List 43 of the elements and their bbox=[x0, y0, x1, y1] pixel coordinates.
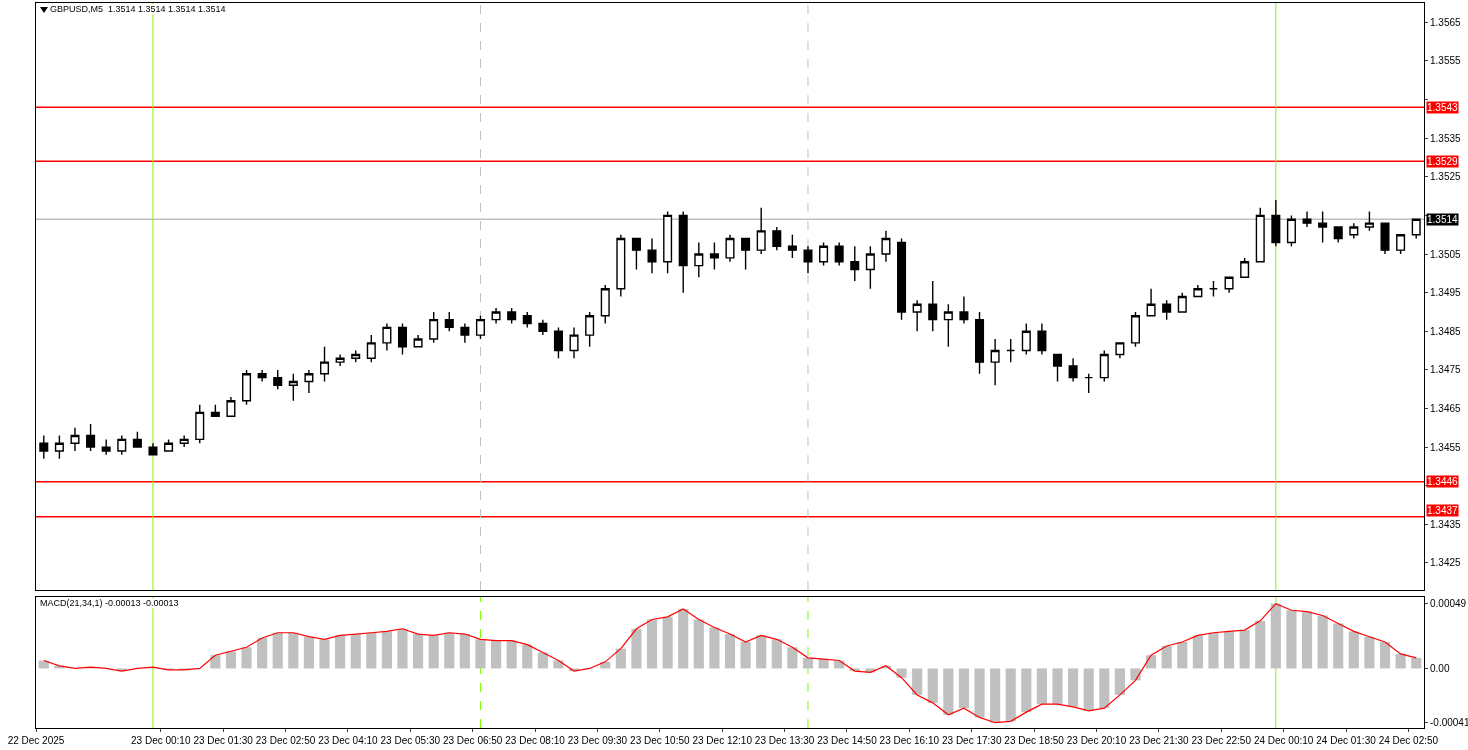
y-tick-label: 1.3535 bbox=[1430, 132, 1462, 144]
x-tick-label: 23 Dec 22:50 bbox=[1191, 735, 1252, 746]
chart-title: GBPUSD,M5 1.3514 1.3514 1.3514 1.3514 bbox=[50, 4, 226, 15]
y-tick-label: 1.3485 bbox=[1430, 325, 1462, 337]
y-tick-label: 1.3495 bbox=[1430, 287, 1462, 299]
x-tick-label: 23 Dec 20:10 bbox=[1066, 735, 1127, 746]
x-tick-label: 23 Dec 09:30 bbox=[567, 735, 628, 746]
x-tick-label: 23 Dec 05:30 bbox=[380, 735, 441, 746]
ref-line-label: 1.3437 bbox=[1427, 505, 1459, 516]
x-tick-label: 23 Dec 18:50 bbox=[1004, 735, 1065, 746]
x-tick-label: 23 Dec 13:30 bbox=[754, 735, 815, 746]
y-tick-label: 1.3565 bbox=[1430, 16, 1462, 28]
x-tick-label: 23 Dec 06:50 bbox=[442, 735, 503, 746]
x-tick-label: 23 Dec 12:10 bbox=[692, 735, 753, 746]
x-tick-label: 23 Dec 17:30 bbox=[941, 735, 1002, 746]
y-tick-label: 0.00049 bbox=[1430, 598, 1467, 610]
y-tick-label: 1.3525 bbox=[1430, 171, 1462, 183]
x-tick-label: 23 Dec 10:50 bbox=[630, 735, 690, 746]
chart-title: MACD(21,34,1) -0.00013 -0.00013 bbox=[40, 598, 179, 609]
x-tick-label: 23 Dec 14:50 bbox=[817, 735, 878, 746]
x-tick-label: 23 Dec 16:10 bbox=[879, 735, 940, 746]
y-tick-label: 0.00 bbox=[1430, 662, 1450, 674]
ref-line-label: 1.3514 bbox=[1427, 214, 1459, 225]
x-tick-label: 23 Dec 21:30 bbox=[1129, 735, 1190, 746]
x-tick-label: 24 Dec 00:10 bbox=[1253, 735, 1314, 746]
y-tick-label: 1.3465 bbox=[1430, 402, 1462, 414]
x-tick-label: 24 Dec 01:30 bbox=[1316, 735, 1377, 746]
x-tick-label: 23 Dec 00:10 bbox=[131, 735, 191, 746]
y-tick-label: 1.3425 bbox=[1430, 557, 1462, 569]
y-tick-label: 1.3505 bbox=[1430, 248, 1462, 260]
x-tick-label: 23 Dec 08:10 bbox=[505, 735, 566, 746]
ref-line-label: 1.3543 bbox=[1427, 102, 1459, 113]
x-tick-label: 24 Dec 02:50 bbox=[1378, 735, 1439, 746]
y-tick-label: 1.3455 bbox=[1430, 441, 1462, 453]
ref-line-label: 1.3529 bbox=[1427, 156, 1459, 167]
y-tick-label: 1.3475 bbox=[1430, 364, 1462, 376]
y-tick-label: 1.3555 bbox=[1430, 55, 1462, 67]
x-tick-label: 23 Dec 02:50 bbox=[255, 735, 316, 746]
x-tick-label: 23 Dec 01:30 bbox=[193, 735, 254, 746]
y-tick-label: 1.3435 bbox=[1430, 518, 1462, 530]
ref-line-label: 1.3446 bbox=[1427, 476, 1459, 487]
x-tick-label: 22 Dec 2025 bbox=[7, 735, 65, 746]
x-tick-label: 23 Dec 04:10 bbox=[318, 735, 379, 746]
